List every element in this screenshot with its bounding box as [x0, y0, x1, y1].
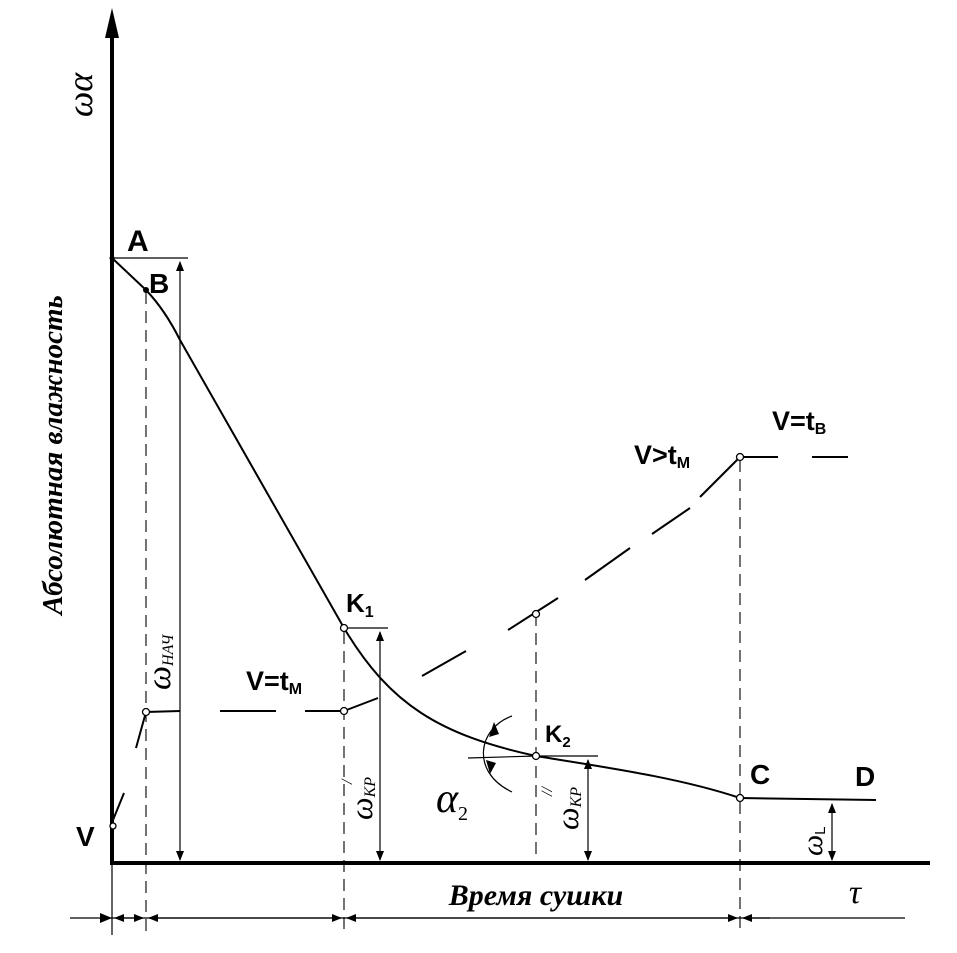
label-w-initial: ωНАЧ: [141, 634, 178, 690]
curve-segment-AB: [111, 257, 147, 291]
dimension-arrows: [176, 261, 836, 861]
curve-segment-K2-C: [535, 755, 741, 799]
label-V: V: [76, 821, 95, 852]
angle-ref-line: [467, 755, 537, 759]
label-w-kr1-main: ω: [343, 797, 379, 820]
angle-arrow-top: [489, 722, 499, 737]
label-v-tm-low-main: V=t: [246, 666, 289, 696]
temp-point-V: [109, 822, 117, 830]
temp-point-4: [735, 452, 745, 462]
label-v-gt-tm-sub: M: [677, 455, 690, 472]
point-K1-marker: [339, 623, 349, 633]
label-w-initial-main: ω: [141, 666, 178, 690]
label-w-kr1: ωКР: [343, 777, 379, 820]
curve-segment-CD: [739, 797, 877, 801]
label-w-kr1-sub: КР: [362, 777, 379, 799]
curve-segment-B-K1: [145, 289, 345, 629]
temp-point-2: [339, 706, 349, 716]
temperature-rise-start: [112, 792, 125, 821]
temperature-rise-dash-5: [651, 507, 691, 535]
label-w-l-sub: L: [812, 826, 829, 834]
drying-curve: [111, 257, 877, 801]
point-K2-marker: [531, 751, 541, 761]
label-K1: K1: [346, 588, 374, 621]
axes: [105, 8, 930, 865]
label-K1-main: K: [346, 588, 365, 618]
temp-point-3: [531, 609, 541, 619]
label-K1-sub: 1: [365, 604, 374, 621]
time-intervals: [70, 913, 905, 923]
label-alpha-main: α: [436, 776, 459, 822]
label-C: C: [750, 759, 770, 790]
arrowhead-outside-left: [100, 913, 112, 923]
y-axis-arrowhead: [105, 8, 119, 38]
label-v-tb-main: V=t: [772, 406, 815, 436]
guide-lines: [111, 292, 741, 935]
label-w-kr1-prime: /: [339, 778, 356, 785]
x-axis-symbol: τ: [849, 874, 863, 911]
label-A: A: [127, 225, 149, 258]
x-axis-title: Время сушки: [448, 879, 623, 912]
temperature-rise-dash-4: [584, 547, 631, 581]
label-K2-sub: 2: [562, 734, 570, 751]
temperature-rise-dash-1: [343, 697, 379, 712]
angle-arc: [482, 715, 513, 793]
temperature-curve: [112, 456, 848, 821]
label-v-gt-tm: V>tM: [634, 440, 690, 472]
point-C-marker: [735, 793, 745, 803]
label-K2-main: K: [545, 721, 563, 748]
points: [109, 255, 745, 830]
point-A-marker: [109, 255, 115, 261]
curve-segment-K1-K2: [343, 627, 537, 757]
label-w-l-main: ω: [796, 835, 829, 856]
point-B-marker: [143, 287, 149, 293]
label-v-gt-tm-main: V>t: [634, 440, 677, 470]
label-v-tm-low-sub: M: [289, 681, 302, 698]
label-D: D: [855, 761, 875, 792]
angle-alpha: [467, 715, 537, 793]
label-w-kr2: ωКР: [549, 787, 585, 830]
label-w-kr2-prime: //: [539, 786, 556, 797]
label-v-tm-low: V=tM: [246, 666, 302, 698]
label-B: B: [149, 268, 169, 299]
label-alpha: α2: [436, 776, 468, 825]
label-alpha-sub: 2: [458, 803, 468, 825]
label-w-l: ωL: [796, 826, 829, 856]
temperature-rise-dash-2: [421, 650, 467, 677]
y-axis-symbol: ωα: [60, 72, 100, 117]
label-K2: K2: [545, 721, 571, 751]
temp-point-1: [141, 707, 151, 717]
angle-arrow-bottom: [486, 760, 496, 774]
dimension-ticks: [112, 257, 598, 757]
label-v-tb: V=tB: [772, 406, 826, 438]
label-w-initial-sub: НАЧ: [160, 634, 177, 667]
temperature-rise-2: [135, 710, 181, 749]
y-axis-title: Абсолютная влажность: [37, 295, 69, 617]
label-v-tb-sub: B: [815, 421, 827, 438]
temperature-rise-dash-6: [699, 456, 741, 498]
label-w-kr2-sub: КР: [568, 787, 585, 809]
label-w-kr2-main: ω: [549, 807, 585, 830]
